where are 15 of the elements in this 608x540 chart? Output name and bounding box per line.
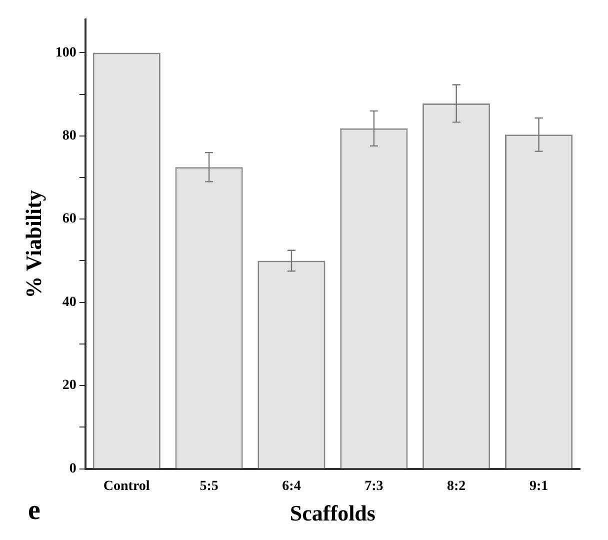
y-tick-label: 60 xyxy=(62,212,76,227)
x-tick-label: 9:1 xyxy=(529,478,548,494)
x-tick-label: Control xyxy=(103,478,150,494)
y-tick-label: 40 xyxy=(62,294,76,310)
y-tick-label: 20 xyxy=(62,378,76,394)
y-tick-label: 0 xyxy=(69,461,76,476)
x-tick-label: 6:4 xyxy=(282,478,301,494)
y-axis-title: % Viability xyxy=(20,190,46,298)
y-tick-label: 80 xyxy=(62,128,76,144)
x-tick-label: 7:3 xyxy=(364,478,384,494)
x-tick-label: 5:5 xyxy=(200,478,218,494)
y-tick-label: 100 xyxy=(55,45,76,60)
x-axis-title: Scaffolds xyxy=(290,500,376,526)
text: e xyxy=(28,495,40,526)
x-tick-label: 8:2 xyxy=(447,478,466,494)
